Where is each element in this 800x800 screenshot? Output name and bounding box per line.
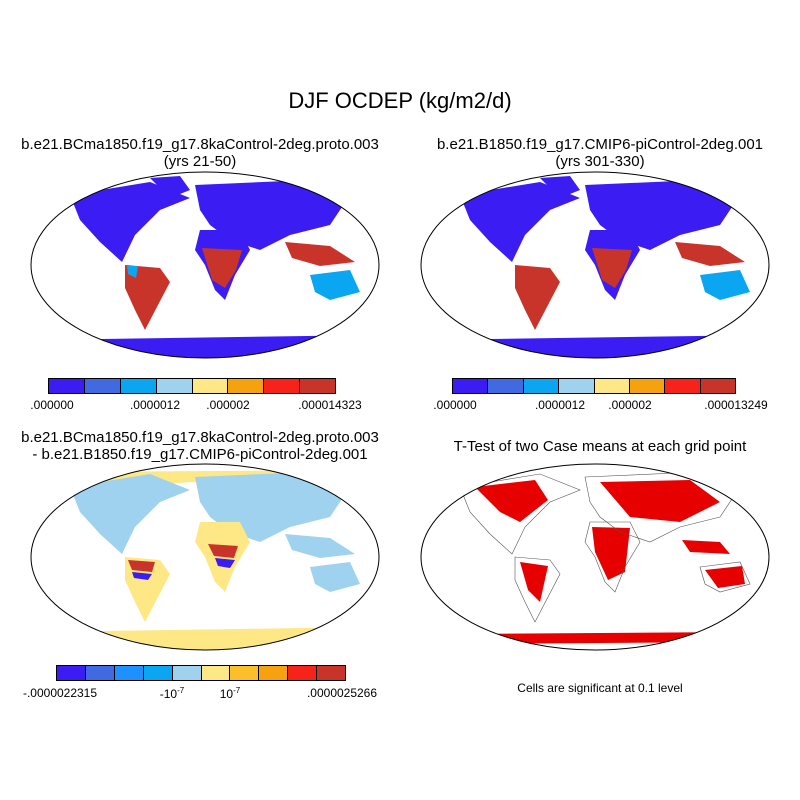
amazon-dipole: [128, 560, 155, 572]
colorbar-swatch: [488, 379, 524, 393]
central-africa: [592, 248, 632, 288]
map-case1: [30, 171, 380, 359]
south-america: [125, 265, 170, 330]
australia: [310, 270, 360, 300]
greenland: [150, 176, 190, 198]
eurasia-cells: [600, 480, 720, 522]
map-boundary: [30, 463, 380, 651]
amazon-dipole-negative: [132, 572, 152, 580]
antarctica: [421, 335, 769, 358]
map-ttest: [420, 463, 770, 651]
colorbar-label: .000000: [30, 398, 74, 412]
asia-cells: [682, 540, 730, 554]
colorbar-swatch: [629, 379, 666, 393]
colorbar-swatch: [317, 666, 346, 680]
north-america: [70, 474, 190, 554]
colorbar-swatch: [114, 666, 144, 680]
colorbar-label-base: 10: [219, 687, 234, 701]
colorbar-swatch: [288, 666, 318, 680]
australia: [700, 270, 750, 300]
colorbar-label: .000014323: [298, 398, 362, 412]
panel-ttest-title: T-Test of two Case means at each grid po…: [453, 438, 747, 455]
colorbar-label: .000000: [433, 398, 477, 412]
colorbar-swatch: [201, 666, 231, 680]
north-america: [460, 182, 580, 262]
significance-note: Cells are significant at 0.1 level: [517, 681, 683, 695]
colorbar-swatch: [453, 379, 489, 393]
panel-case2-title-line1: b.e21.B1850.f19_g17.CMIP6-piControl-2deg…: [436, 136, 764, 153]
antarctica: [31, 627, 379, 650]
panel-case1-title-line1: b.e21.BCma1850.f19_g17.8kaControl-2deg.p…: [21, 136, 379, 153]
colorbar-label: .000002: [206, 398, 250, 412]
panel-diff-title-line1: b.e21.BCma1850.f19_g17.8kaControl-2deg.p…: [21, 429, 379, 446]
colorbar-swatch: [49, 379, 85, 393]
map-boundary: [420, 463, 770, 651]
colorbar-label: .0000012: [129, 398, 181, 412]
colorbar-swatch: [594, 379, 630, 393]
colorbar-label: .000013249: [704, 398, 768, 412]
colorbar-swatch: [156, 379, 193, 393]
colorbar-swatch: [264, 379, 301, 393]
colorbar-label: .0000012: [534, 398, 586, 412]
colorbar-swatch: [300, 379, 335, 393]
colorbar-case2: [452, 378, 736, 394]
page-title: DJF OCDEP (kg/m2/d): [288, 88, 512, 113]
central-africa: [202, 248, 242, 288]
colorbar-swatch: [228, 379, 265, 393]
map-boundary: [420, 171, 770, 359]
southeast-asia: [285, 242, 355, 266]
colorbar-swatch: [665, 379, 701, 393]
colorbar-swatch: [143, 666, 173, 680]
andes-band: [127, 266, 138, 278]
colorbar-label-exponent: -7: [233, 686, 241, 695]
colorbar-swatch: [559, 379, 595, 393]
panel-case2-title: b.e21.B1850.f19_g17.CMIP6-piControl-2deg…: [400, 136, 800, 170]
colorbar-swatch: [172, 666, 202, 680]
panel-case2-title-line2: (yrs 301-330): [555, 153, 645, 170]
colorbar-label: -10-7: [160, 686, 184, 701]
map-case2: [420, 171, 770, 359]
colorbar-swatch: [120, 379, 157, 393]
north-america: [70, 182, 190, 262]
colorbar-swatch: [700, 379, 735, 393]
south-america: [515, 265, 560, 330]
colorbar-label: .0000025266: [306, 686, 378, 700]
colorbar-swatch: [85, 666, 115, 680]
colorbar-swatch: [230, 666, 260, 680]
antarctica: [31, 335, 379, 358]
antarctica-cells: [460, 632, 740, 644]
map-boundary: [30, 171, 380, 359]
colorbar-diff: [56, 665, 346, 681]
colorbar-case1: [48, 378, 336, 394]
south-america-cells: [520, 562, 548, 602]
southeast-asia: [675, 242, 745, 266]
colorbar-label-exponent: -7: [177, 686, 185, 695]
map-diff: [30, 463, 380, 651]
australia: [310, 562, 360, 592]
panel-case1-title: b.e21.BCma1850.f19_g17.8kaControl-2deg.p…: [0, 136, 400, 170]
colorbar-swatch: [57, 666, 86, 680]
africa: [195, 522, 250, 592]
panel-diff-title: b.e21.BCma1850.f19_g17.8kaControl-2deg.p…: [0, 429, 400, 463]
north-america-cells: [475, 480, 548, 522]
colorbar-label: -.0000022315: [22, 686, 98, 700]
panel-diff-title-line2: - b.e21.B1850.f19_g17.CMIP6-piControl-2d…: [32, 446, 368, 463]
colorbar-label-base: -10: [159, 687, 178, 701]
australia-cells: [705, 566, 745, 588]
colorbar-swatch: [259, 666, 289, 680]
colorbar-label: .000002: [608, 398, 652, 412]
southeast-asia: [285, 534, 355, 558]
africa-dipole: [208, 544, 238, 558]
panel-case1-title-line2: (yrs 21-50): [163, 153, 237, 170]
colorbar-swatch: [192, 379, 229, 393]
colorbar-swatch: [84, 379, 121, 393]
colorbar-swatch: [523, 379, 560, 393]
africa-dipole-negative: [215, 558, 235, 568]
africa-cells: [592, 527, 630, 580]
greenland: [540, 176, 580, 198]
colorbar-label: 10-7: [220, 686, 240, 701]
